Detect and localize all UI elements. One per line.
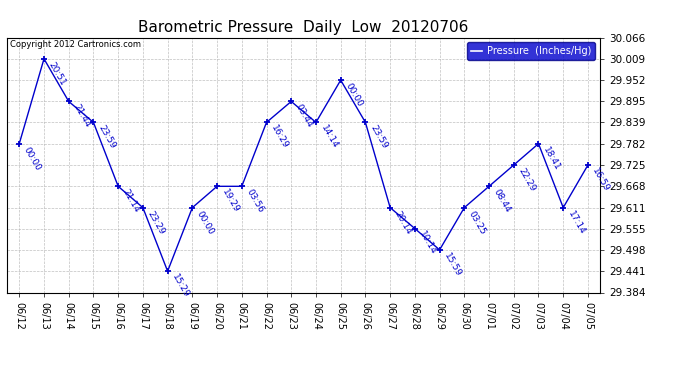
Text: 03:44: 03:44 bbox=[294, 103, 315, 129]
Text: 23:29: 23:29 bbox=[146, 209, 166, 236]
Legend: Pressure  (Inches/Hg): Pressure (Inches/Hg) bbox=[466, 42, 595, 60]
Text: 23:59: 23:59 bbox=[96, 124, 117, 151]
Text: 00:00: 00:00 bbox=[22, 145, 43, 172]
Text: 03:56: 03:56 bbox=[244, 188, 265, 214]
Text: 03:25: 03:25 bbox=[467, 209, 488, 236]
Title: Barometric Pressure  Daily  Low  20120706: Barometric Pressure Daily Low 20120706 bbox=[139, 20, 469, 35]
Text: 18:41: 18:41 bbox=[541, 145, 562, 172]
Text: 22:29: 22:29 bbox=[517, 166, 537, 193]
Text: 21:44: 21:44 bbox=[72, 103, 92, 129]
Text: 08:44: 08:44 bbox=[492, 188, 513, 214]
Text: 00:00: 00:00 bbox=[344, 81, 364, 108]
Text: 23:59: 23:59 bbox=[368, 124, 389, 151]
Text: Copyright 2012 Cartronics.com: Copyright 2012 Cartronics.com bbox=[10, 40, 141, 49]
Text: 16:29: 16:29 bbox=[269, 124, 290, 151]
Text: 16:59: 16:59 bbox=[591, 166, 611, 193]
Text: 20:14: 20:14 bbox=[393, 209, 413, 236]
Text: 10:14: 10:14 bbox=[417, 230, 438, 257]
Text: 00:00: 00:00 bbox=[195, 209, 216, 236]
Text: 17:14: 17:14 bbox=[566, 209, 586, 236]
Text: 19:29: 19:29 bbox=[220, 188, 241, 214]
Text: 14:14: 14:14 bbox=[319, 124, 339, 150]
Text: 21:14: 21:14 bbox=[121, 188, 141, 214]
Text: 15:59: 15:59 bbox=[442, 251, 463, 278]
Text: 15:29: 15:29 bbox=[170, 273, 191, 299]
Text: 20:51: 20:51 bbox=[47, 60, 68, 87]
